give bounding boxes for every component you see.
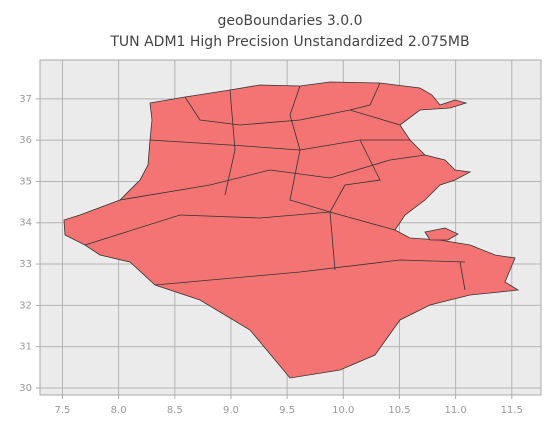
x-tick-label: 11.5 (501, 405, 523, 416)
x-tick-label: 8.0 (111, 405, 127, 416)
country-shape (63, 81, 520, 379)
x-tick-label: 7.5 (55, 405, 71, 416)
plot-frame (39, 59, 542, 396)
y-tick-label: 36 (19, 135, 32, 146)
chart-subtitle: TUN ADM1 High Precision Unstandardized 2… (109, 34, 469, 50)
y-tick-label: 35 (19, 176, 32, 187)
x-tick-label: 9.5 (279, 405, 295, 416)
x-tick-label: 11.0 (444, 405, 466, 416)
x-tick-label: 9.0 (223, 405, 239, 416)
x-tick-label: 10.0 (332, 405, 354, 416)
y-tick-label: 31 (19, 342, 32, 353)
y-tick-label: 30 (19, 383, 32, 394)
x-tick-label: 8.5 (167, 405, 183, 416)
y-tick-label: 34 (19, 218, 32, 229)
island (424, 227, 459, 241)
y-tick-label: 37 (19, 94, 32, 105)
y-tick-label: 33 (19, 259, 32, 270)
x-tick-label: 10.5 (388, 405, 410, 416)
y-tick-label: 32 (19, 300, 32, 311)
region-borders (84, 82, 466, 291)
chart-title: geoBoundaries 3.0.0 (217, 13, 362, 29)
